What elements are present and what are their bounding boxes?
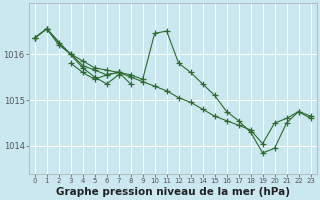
X-axis label: Graphe pression niveau de la mer (hPa): Graphe pression niveau de la mer (hPa) (56, 187, 290, 197)
